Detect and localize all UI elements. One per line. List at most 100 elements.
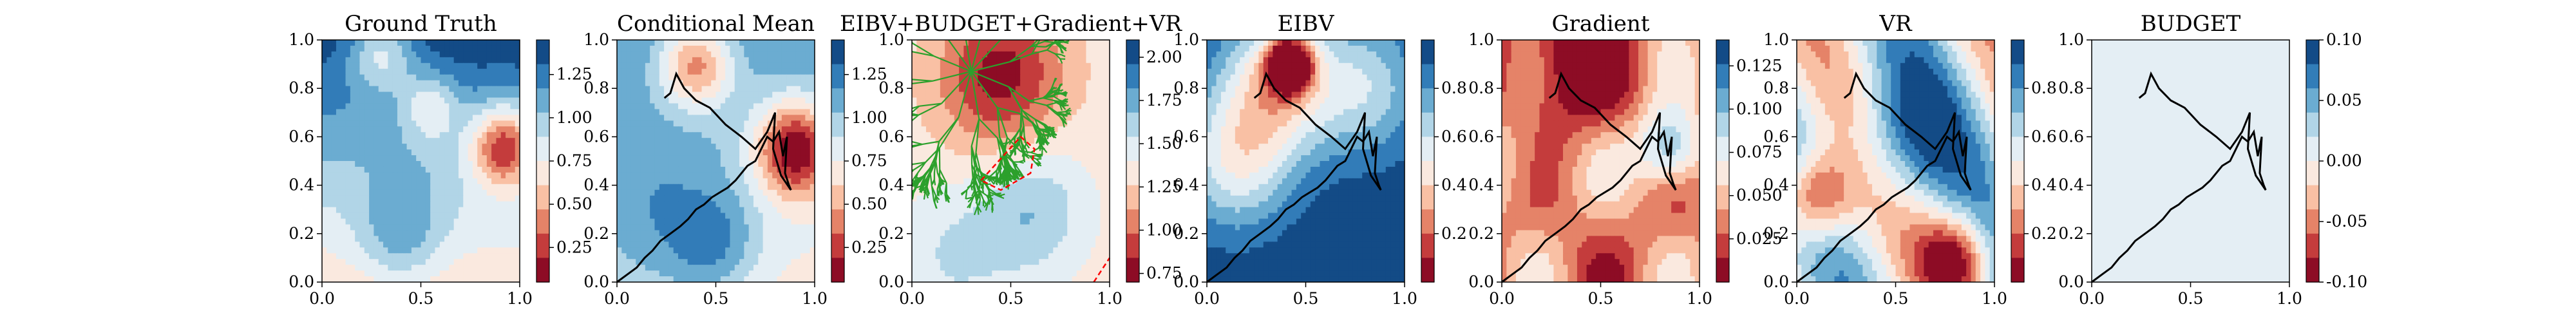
heatmap-cell: [1081, 195, 1087, 202]
heatmap-cell: [659, 172, 665, 179]
heatmap-cell: [1062, 155, 1068, 162]
heatmap-cell: [482, 132, 488, 138]
heatmap-cell: [706, 166, 712, 173]
heatmap-cell: [640, 91, 646, 99]
heatmap-cell: [1095, 207, 1101, 214]
heatmap-cell: [500, 178, 506, 185]
heatmap-cell: [1095, 178, 1101, 185]
heatmap-cell: [430, 178, 436, 185]
heatmap-cell: [1029, 172, 1035, 179]
heatmap-cell: [506, 80, 511, 87]
heatmap-cell: [1100, 201, 1106, 208]
heatmap-cell: [477, 184, 483, 191]
heatmap-cell: [683, 195, 688, 202]
heatmap-cell: [472, 138, 478, 144]
heatmap-cell: [772, 166, 778, 173]
heatmap-cell: [734, 207, 740, 214]
heatmap-cell: [730, 218, 735, 225]
heatmap-cell: [664, 40, 670, 46]
heatmap-cell: [650, 236, 656, 242]
heatmap-cell: [500, 91, 506, 99]
heatmap-cell: [640, 149, 646, 156]
heatmap-cell: [777, 276, 782, 282]
heatmap-cell: [1001, 132, 1007, 138]
heatmap-cell: [772, 242, 778, 248]
heatmap-cell: [1067, 172, 1073, 179]
heatmap-cell: [336, 189, 341, 196]
heatmap-cell: [767, 161, 773, 167]
heatmap-cell: [341, 91, 346, 99]
heatmap-cell: [322, 74, 327, 81]
heatmap-cell: [510, 253, 516, 260]
heatmap-cell: [678, 138, 683, 144]
heatmap-cell: [753, 207, 759, 214]
heatmap-cell: [1025, 74, 1030, 81]
heatmap-cell: [781, 236, 787, 242]
heatmap-cell: [626, 276, 632, 282]
heatmap-cell: [744, 68, 750, 75]
heatmap-cell: [650, 213, 656, 220]
heatmap-cell: [355, 242, 361, 248]
heatmap-cell: [687, 40, 693, 46]
heatmap-cell: [795, 184, 801, 191]
heatmap-cell: [327, 144, 332, 150]
heatmap-cell: [805, 247, 811, 254]
heatmap-cell: [336, 207, 341, 214]
heatmap-cell: [1043, 155, 1049, 162]
heatmap-cell: [402, 230, 408, 236]
heatmap-cell: [701, 68, 707, 75]
heatmap-cell: [1020, 74, 1026, 81]
heatmap-cell: [791, 74, 797, 81]
heatmap-cell: [1072, 132, 1077, 138]
heatmap-cell: [421, 132, 426, 138]
heatmap-cell: [1006, 195, 1012, 202]
heatmap-cell: [500, 161, 506, 167]
heatmap-cell: [968, 155, 974, 162]
heatmap-cell: [1090, 138, 1096, 144]
heatmap-cell: [388, 224, 393, 231]
heatmap-cell: [1015, 166, 1021, 173]
heatmap-cell: [954, 178, 960, 185]
heatmap-cell: [364, 86, 370, 93]
heatmap-cell: [430, 74, 436, 81]
heatmap-cell: [940, 213, 945, 220]
heatmap-cell: [730, 120, 735, 127]
heatmap-cell: [1090, 103, 1096, 110]
heatmap-cell: [810, 270, 815, 277]
heatmap-cell: [687, 242, 693, 248]
heatmap-cell: [1067, 40, 1073, 46]
heatmap-cell: [645, 51, 650, 58]
heatmap-cell: [734, 247, 740, 254]
heatmap-cell: [1100, 218, 1106, 225]
heatmap-cell: [692, 224, 697, 231]
heatmap-cell: [506, 189, 511, 196]
heatmap-cell: [963, 115, 969, 121]
heatmap-cell: [1048, 178, 1054, 185]
heatmap-cell: [1020, 68, 1026, 75]
heatmap-cell: [327, 195, 332, 202]
heatmap-cell: [940, 115, 945, 121]
heatmap-cell: [1034, 218, 1039, 225]
heatmap-cell: [630, 138, 636, 144]
heatmap-cell: [777, 230, 782, 236]
heatmap-cell: [327, 236, 332, 242]
heatmap-cell: [744, 236, 750, 242]
heatmap-cell: [472, 218, 478, 225]
heatmap-cell: [767, 265, 773, 271]
heatmap-cell: [1048, 184, 1054, 191]
heatmap-cell: [482, 45, 488, 52]
heatmap-cell: [762, 259, 768, 265]
heatmap-cell: [701, 265, 707, 271]
heatmap-cell: [730, 242, 735, 248]
heatmap-cell: [331, 213, 337, 220]
heatmap-cell: [1053, 68, 1059, 75]
heatmap-cell: [659, 161, 665, 167]
heatmap-cell: [1100, 166, 1106, 173]
heatmap-cell: [1039, 74, 1045, 81]
heatmap-cell: [636, 138, 641, 144]
heatmap-cell: [706, 74, 712, 81]
heatmap-cell: [711, 242, 717, 248]
heatmap-cell: [621, 91, 627, 99]
heatmap-cell: [402, 68, 408, 75]
heatmap-cell: [1015, 86, 1021, 93]
